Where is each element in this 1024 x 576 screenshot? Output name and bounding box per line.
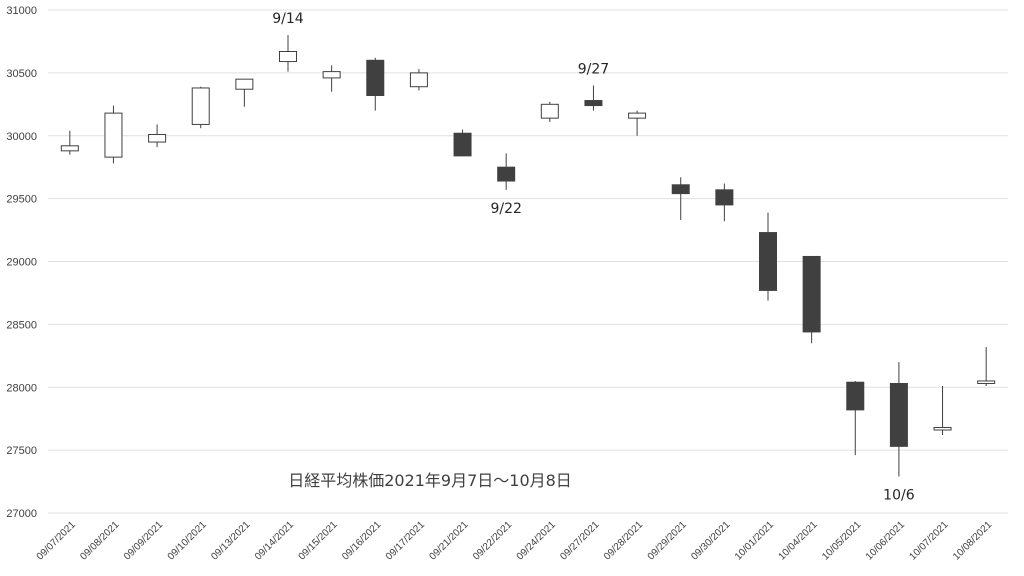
candle	[322, 65, 341, 92]
candle-body-up	[977, 380, 996, 384]
candle	[671, 177, 690, 221]
candle	[977, 347, 996, 386]
candle-body-up	[322, 71, 341, 79]
x-tick-label: 09/28/2021	[602, 519, 645, 562]
x-tick-label: 09/29/2021	[646, 519, 689, 562]
x-tick-label: 10/06/2021	[864, 519, 907, 562]
candle	[235, 78, 254, 107]
candle	[759, 212, 777, 301]
candle	[366, 57, 385, 111]
y-tick-label: 29500	[6, 194, 37, 206]
candle	[628, 110, 647, 136]
candle-body-up	[409, 72, 428, 88]
candle	[453, 129, 472, 157]
candle-body-up	[628, 112, 647, 119]
x-tick-label: 09/22/2021	[471, 519, 514, 562]
x-tick-label: 10/05/2021	[820, 519, 863, 562]
candle	[104, 105, 123, 164]
y-tick-label: 27500	[6, 445, 37, 457]
annotation-label: 10/6	[883, 488, 915, 504]
candle	[846, 380, 865, 456]
y-axis-ticks: 27000 27500 28000 28500 29000 29500 30000 30500…	[6, 5, 37, 520]
x-tick-label: 09/07/2021	[35, 519, 78, 562]
x-tick-label: 09/27/2021	[558, 519, 601, 562]
candle-body-down	[759, 232, 777, 291]
y-tick-label: 30000	[6, 131, 37, 143]
y-tick-label: 28500	[6, 319, 37, 331]
candle	[60, 130, 79, 155]
candle-body-up	[148, 133, 167, 143]
annotation-label: 9/27	[578, 61, 609, 77]
x-tick-label: 09/10/2021	[166, 519, 209, 562]
gridlines	[48, 9, 1008, 514]
candle-body-up	[933, 426, 952, 431]
candle	[148, 124, 167, 148]
candle	[497, 153, 516, 190]
x-tick-label: 09/17/2021	[384, 519, 427, 562]
x-axis-ticks: 09/07/2021 09/08/2021 09/09/2021 09/10/2021…	[35, 519, 995, 562]
candle-body-up	[104, 112, 123, 158]
candle	[715, 183, 734, 222]
y-tick-label: 29000	[6, 257, 37, 269]
candle	[802, 255, 821, 344]
y-tick-label: 31000	[6, 5, 37, 17]
candle-body-down	[497, 166, 516, 182]
candle-body-down	[671, 184, 690, 195]
x-tick-label: 10/08/2021	[951, 519, 994, 562]
x-tick-label: 09/13/2021	[209, 519, 252, 562]
candle-body-up	[235, 78, 254, 90]
candle-body-down	[453, 132, 472, 157]
candle-body-up	[540, 103, 559, 119]
candle	[933, 385, 952, 436]
candle-body-down	[889, 382, 908, 447]
annotations: 9/14 9/22 9/27 10/6	[272, 11, 914, 503]
x-tick-label: 09/09/2021	[122, 519, 165, 562]
x-tick-label: 09/08/2021	[78, 519, 121, 562]
candle	[584, 85, 603, 111]
x-tick-label: 10/01/2021	[733, 519, 776, 562]
y-tick-label: 28000	[6, 382, 37, 394]
candle	[279, 35, 297, 72]
y-tick-label: 30500	[6, 68, 37, 80]
x-tick-label: 09/15/2021	[297, 519, 340, 562]
x-tick-label: 09/24/2021	[515, 519, 558, 562]
annotation-label: 9/22	[490, 201, 521, 217]
candle-body-down	[366, 59, 385, 97]
candle-body-up	[191, 87, 210, 125]
x-tick-label: 09/30/2021	[689, 519, 732, 562]
candles	[60, 35, 996, 477]
x-tick-label: 09/14/2021	[253, 519, 296, 562]
candle-body-up	[60, 145, 79, 152]
candle-body-down	[802, 255, 821, 333]
candle	[889, 362, 908, 477]
candle	[191, 86, 210, 129]
candle-body-down	[584, 100, 603, 107]
candle	[540, 101, 559, 122]
candle	[409, 69, 428, 91]
y-tick-label: 27000	[6, 508, 37, 520]
candle-body-down	[715, 189, 734, 206]
annotation-label: 9/14	[272, 11, 304, 27]
x-tick-label: 10/04/2021	[777, 519, 820, 562]
x-tick-label: 09/16/2021	[340, 519, 383, 562]
x-tick-label: 09/21/2021	[427, 519, 470, 562]
x-tick-label: 10/07/2021	[907, 519, 950, 562]
chart-title: 日経平均株価2021年9月7日～10月8日	[288, 471, 572, 490]
candle-body-down	[846, 381, 865, 411]
candle-body-up	[279, 50, 297, 63]
